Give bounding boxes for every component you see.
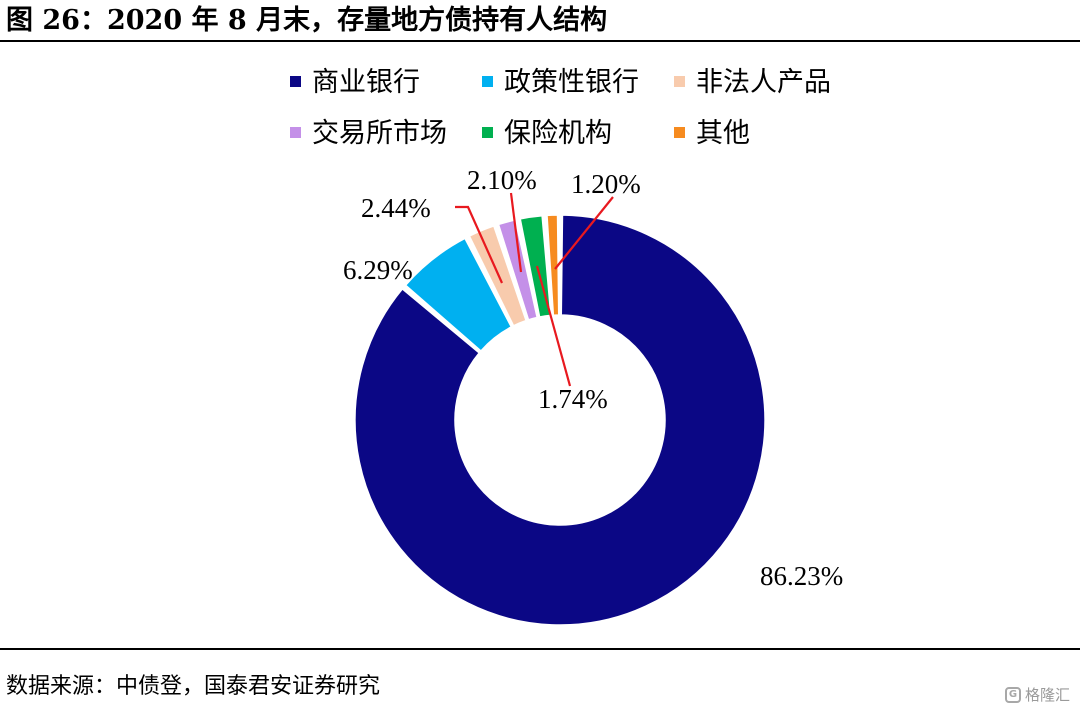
leader-lines <box>455 192 614 387</box>
figure-title: 图 26：2020 年 8 月末，存量地方债持有人结构 <box>6 5 608 36</box>
watermark-text: 格隆汇 <box>1024 686 1070 704</box>
data-label-5: 1.20% <box>571 169 641 199</box>
data-labels: 86.23% 6.29% 2.44% 1.74% 2.10% 1.20% <box>343 165 843 591</box>
legend-label-5: 其他 <box>696 118 750 149</box>
legend-marker-1 <box>482 76 493 87</box>
data-label-1: 6.29% <box>343 255 413 285</box>
top-rule <box>0 40 1080 42</box>
data-label-4: 2.10% <box>467 165 537 195</box>
source-note: 数据来源：中债登，国泰君安证券研究 <box>6 674 381 699</box>
bottom-rule <box>0 648 1080 650</box>
slice-1 <box>404 237 513 353</box>
legend-marker-5 <box>674 127 685 138</box>
slice-3 <box>497 219 539 321</box>
gelonghui-logo-icon: G <box>1004 686 1021 703</box>
data-label-3: 1.74% <box>538 384 608 414</box>
legend-label-3: 交易所市场 <box>312 118 447 149</box>
leader-line-2 <box>455 205 504 284</box>
data-label-0: 86.23% <box>760 561 843 591</box>
legend-marker-2 <box>674 76 685 87</box>
legend-label-4: 保险机构 <box>504 118 612 149</box>
watermark: G 格隆汇 <box>1004 684 1070 705</box>
donut-slices <box>354 214 766 626</box>
slice-0 <box>354 214 766 626</box>
legend-label-0: 商业银行 <box>312 67 420 98</box>
legend-marker-3 <box>290 127 301 138</box>
legend-label-1: 政策性银行 <box>504 67 639 98</box>
legend-label-2: 非法人产品 <box>696 67 831 98</box>
leader-line-4 <box>509 192 523 273</box>
legend-marker-4 <box>482 127 493 138</box>
data-label-2: 2.44% <box>361 193 431 223</box>
leader-line-5 <box>554 196 614 270</box>
slice-5 <box>546 214 560 317</box>
leader-line-3 <box>535 265 572 387</box>
legend-marker-0 <box>290 76 301 87</box>
